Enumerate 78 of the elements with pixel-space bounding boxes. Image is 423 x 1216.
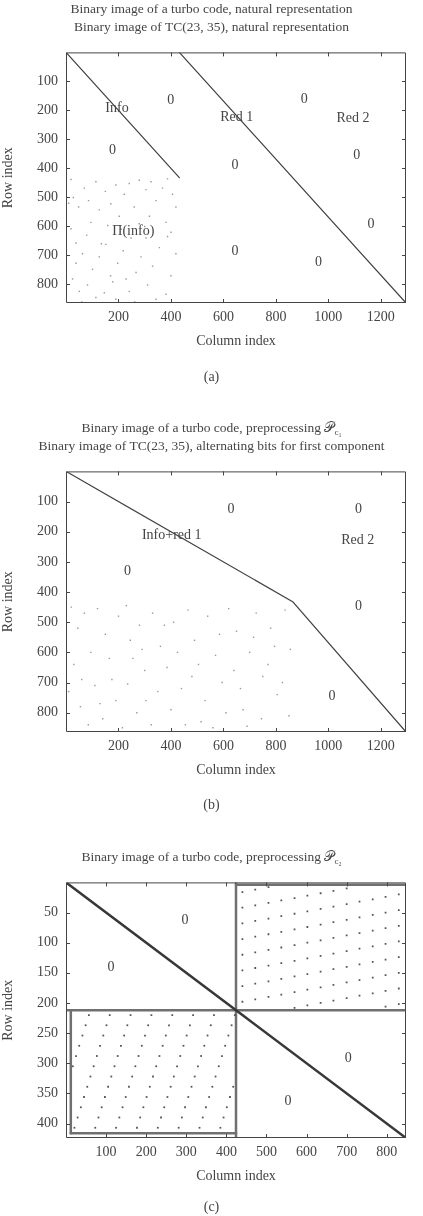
y-tick-label: 400 bbox=[37, 160, 58, 176]
annotation: 0 bbox=[367, 215, 375, 231]
annotation: 0 bbox=[300, 90, 308, 106]
chart-subtitle: Binary image of TC(23, 35), natural representation bbox=[73, 18, 350, 36]
x-tick-label: 100 bbox=[95, 1144, 117, 1160]
y-tick-label: 500 bbox=[37, 613, 58, 629]
x-tick-label: 1200 bbox=[366, 309, 395, 325]
y-tick-label: 300 bbox=[37, 131, 58, 147]
x-tick-label: 400 bbox=[160, 309, 182, 325]
y-tick-label: 200 bbox=[37, 523, 58, 539]
x-tick-label: 700 bbox=[336, 1144, 358, 1160]
chart-title: Binary image of a turbo code, preprocessing 𝒫$_{c₂}$ bbox=[80, 848, 343, 866]
x-tick-label: 1000 bbox=[314, 309, 343, 325]
annotation: 0 bbox=[344, 1050, 352, 1066]
annotation: 0 bbox=[315, 254, 323, 270]
annotation: 0 bbox=[353, 147, 361, 163]
x-axis-title: Column index bbox=[196, 333, 276, 349]
y-tick-label: 200 bbox=[37, 102, 58, 118]
y-tick-label: 50 bbox=[44, 904, 58, 920]
annotation: Red 2 bbox=[341, 531, 375, 547]
x-tick-label: 600 bbox=[212, 309, 234, 325]
annotation: 0 bbox=[284, 1093, 292, 1109]
x-tick-label: 200 bbox=[107, 309, 129, 325]
y-tick-label: 400 bbox=[37, 583, 58, 599]
annotation: 0 bbox=[107, 959, 115, 975]
chart-subtitle: Binary image of TC(23, 35), alternating bits for first component bbox=[37, 437, 386, 455]
x-tick-label: 1000 bbox=[314, 738, 343, 754]
y-tick-label: 400 bbox=[37, 1115, 58, 1131]
y-tick-label: 100 bbox=[37, 73, 58, 89]
annotation: 0 bbox=[328, 687, 336, 703]
y-tick-label: 800 bbox=[37, 704, 58, 720]
text: (c) bbox=[202, 1198, 221, 1216]
x-tick-label: 300 bbox=[175, 1144, 197, 1160]
y-tick-label: 300 bbox=[37, 553, 58, 569]
text: (b) bbox=[202, 796, 221, 814]
annotation: 0 bbox=[227, 501, 235, 517]
y-axis-title: Row index bbox=[0, 571, 16, 633]
y-tick-label: 800 bbox=[37, 276, 58, 292]
text: (a) bbox=[202, 368, 221, 386]
x-tick-label: 400 bbox=[215, 1144, 237, 1160]
x-axis-title: Column index bbox=[196, 1168, 276, 1184]
y-tick-label: 600 bbox=[37, 218, 58, 234]
x-tick-label: 800 bbox=[376, 1144, 398, 1160]
y-tick-label: 500 bbox=[37, 189, 58, 205]
annotation: 0 bbox=[181, 912, 189, 928]
x-tick-label: 200 bbox=[135, 1144, 157, 1160]
y-tick-label: 350 bbox=[37, 1085, 58, 1101]
y-tick-label: 300 bbox=[37, 1054, 58, 1070]
y-tick-label: 700 bbox=[37, 247, 58, 263]
x-tick-label: 600 bbox=[212, 738, 234, 754]
chart-title: Binary image of a turbo code, preprocessing 𝒫$_{c₁}$ bbox=[80, 419, 343, 437]
y-tick-label: 700 bbox=[37, 674, 58, 690]
annotation: 0 bbox=[167, 92, 175, 108]
x-tick-label: 800 bbox=[265, 309, 287, 325]
y-axis-title: Row index bbox=[0, 979, 16, 1041]
y-tick-label: 100 bbox=[37, 934, 58, 950]
chart-title: Binary image of a turbo code, natural representation bbox=[69, 0, 354, 18]
y-axis-title: Row index bbox=[0, 147, 16, 209]
x-tick-label: 500 bbox=[255, 1144, 277, 1160]
x-tick-label: 600 bbox=[296, 1144, 318, 1160]
annotation: 0 bbox=[231, 156, 239, 172]
y-tick-label: 100 bbox=[37, 493, 58, 509]
annotation: 0 bbox=[109, 141, 117, 157]
annotation: 0 bbox=[354, 597, 362, 613]
annotation: 0 bbox=[124, 563, 132, 579]
annotation: 0 bbox=[354, 501, 362, 517]
x-tick-label: 400 bbox=[160, 738, 182, 754]
annotation: Π(info) bbox=[112, 223, 155, 240]
y-tick-label: 200 bbox=[37, 994, 58, 1010]
annotation: 0 bbox=[231, 243, 239, 259]
x-tick-label: 1200 bbox=[366, 738, 395, 754]
annotation: Red 2 bbox=[336, 110, 370, 126]
x-tick-label: 800 bbox=[265, 738, 287, 754]
x-tick-label: 200 bbox=[107, 738, 129, 754]
y-tick-label: 250 bbox=[37, 1024, 58, 1040]
x-axis-title: Column index bbox=[196, 762, 276, 778]
y-tick-label: 150 bbox=[37, 964, 58, 980]
y-tick-label: 600 bbox=[37, 644, 58, 660]
